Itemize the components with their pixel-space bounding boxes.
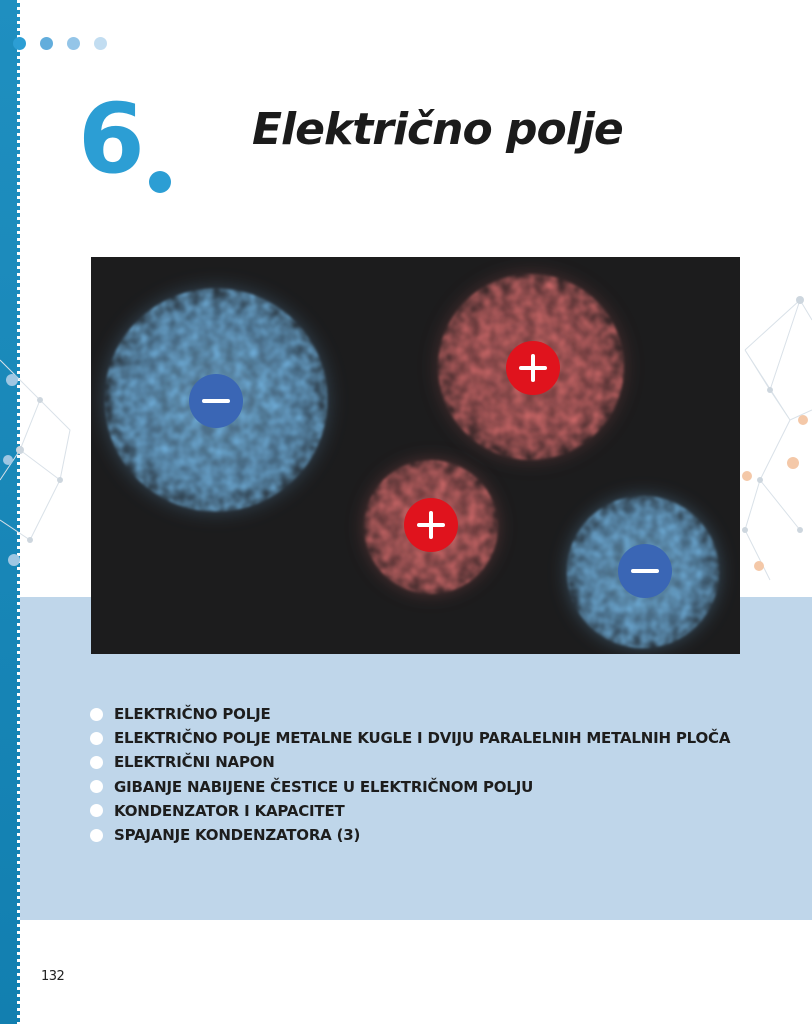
- topic-label: KONDENZATOR I KAPACITET: [114, 801, 345, 820]
- chapter-number: 6: [78, 83, 145, 195]
- chapter-title: Električno polje: [252, 104, 624, 155]
- topic-label: SPAJANJE KONDENZATORA (3): [114, 826, 361, 845]
- charges-illustration: [91, 257, 740, 654]
- bullet-icon: [90, 731, 103, 745]
- charge-clouds: [96, 267, 725, 654]
- chapter-number-dot: [149, 171, 171, 193]
- sign-stroke-horizontal: [202, 399, 230, 403]
- topic-label: ELEKTRIČNO POLJE: [114, 705, 271, 724]
- topic-item: SPAJANJE KONDENZATORA (3): [90, 823, 730, 847]
- dot: [13, 37, 26, 50]
- bullet-icon: [90, 755, 103, 769]
- topic-item: GIBANJE NABIJENE ČESTICE U ELEKTRIČNOM P…: [90, 775, 730, 799]
- topics-list: ELEKTRIČNO POLJE ELEKTRIČNO POLJE METALN…: [90, 702, 730, 847]
- topic-item: ELEKTRIČNO POLJE METALNE KUGLE I DVIJU P…: [90, 726, 730, 750]
- sign-stroke-horizontal: [631, 569, 659, 573]
- topic-label: GIBANJE NABIJENE ČESTICE U ELEKTRIČNOM P…: [114, 777, 534, 796]
- progress-dots: [13, 37, 107, 50]
- charges-svg: [96, 267, 725, 654]
- dot: [94, 37, 107, 50]
- bullet-icon: [90, 828, 103, 842]
- bullet-icon: [90, 707, 103, 721]
- topic-label: ELEKTRIČNO POLJE METALNE KUGLE I DVIJU P…: [114, 729, 731, 748]
- dot: [40, 37, 53, 50]
- topic-label: ELEKTRIČNI NAPON: [114, 753, 275, 772]
- sign-stroke-vertical: [531, 354, 535, 382]
- charge-symbols: [189, 341, 672, 598]
- bullet-icon: [90, 780, 103, 794]
- topic-item: KONDENZATOR I KAPACITET: [90, 799, 730, 823]
- topic-item: ELEKTRIČNO POLJE: [90, 702, 730, 726]
- network-background: [0, 296, 812, 581]
- sign-stroke-vertical: [429, 511, 433, 539]
- page-number: 132: [41, 969, 65, 984]
- dot: [67, 37, 80, 50]
- side-strip: [0, 0, 23, 1024]
- topic-item: ELEKTRIČNI NAPON: [90, 750, 730, 774]
- bullet-icon: [90, 804, 103, 818]
